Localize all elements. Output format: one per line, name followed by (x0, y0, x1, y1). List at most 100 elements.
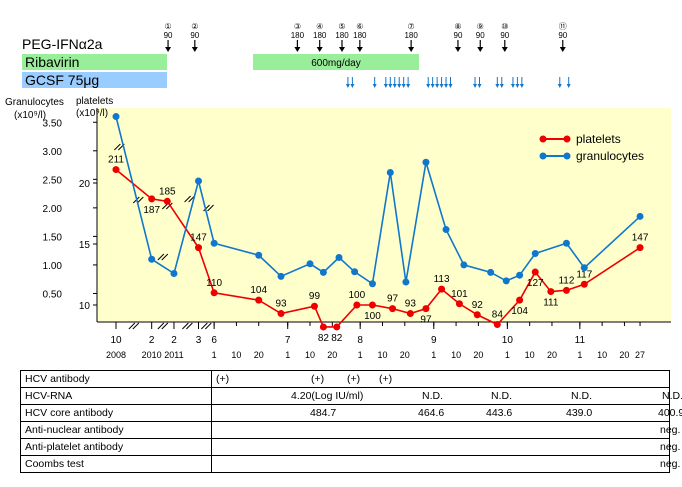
break-mark (113, 143, 121, 151)
granulocyte-tick-label: 3.50 (43, 118, 63, 129)
granulocyte-tick-label: 0.50 (43, 289, 63, 300)
platelets-point (580, 280, 588, 288)
platelets-point (112, 166, 120, 174)
platelets-point (353, 301, 361, 309)
break-mark (200, 322, 208, 330)
injection-dose: 90 (558, 31, 567, 40)
data-label: 82 (318, 333, 330, 344)
platelets-point (389, 305, 397, 313)
granulocytes-point (170, 269, 178, 277)
data-label: 117 (576, 269, 592, 280)
injection-dose: 180 (404, 31, 418, 40)
lab-value: 400.9 (658, 407, 682, 419)
data-label: 93 (275, 299, 287, 310)
lab-values: neg. (211, 455, 680, 473)
data-label: 187 (143, 205, 160, 216)
legend: platelets granulocytes (539, 132, 644, 163)
data-label: 111 (543, 298, 559, 309)
granulocytes-point (487, 268, 495, 276)
day-tick-label: 10 (231, 350, 241, 360)
lab-row: Anti-platelet antibody neg. (20, 438, 680, 456)
axis-ticks: 3.50 3.00 2.50 2.00 1.50 1.00 0.50 20 15 10 10 2008… (43, 118, 646, 360)
legend-dot-platelets (539, 135, 547, 143)
injection-mark: ⑪ (559, 22, 567, 31)
gcsf-arrow-head (430, 84, 435, 88)
month-tick-label: 2 (149, 335, 155, 346)
injection-dose: 180 (313, 31, 327, 40)
ribavirin-dose-label: 600mg/day (311, 58, 360, 69)
lab-value: N.D. (422, 390, 443, 402)
lab-values: neg. (211, 438, 680, 456)
lab-row: HCV-RNA 4.20(Log IU/ml) N.D. N.D. N.D. N.D. (20, 387, 682, 405)
lab-value: N.D. (571, 390, 592, 402)
axis-breaks (113, 143, 214, 330)
legend-dot-granulocytes (539, 152, 547, 160)
platelets-point (310, 302, 318, 310)
year-label: 2011 (164, 350, 183, 360)
ribavirin-label: Ribavirin (25, 54, 79, 70)
granulocytes-point (516, 271, 524, 279)
day-tick-label: 1 (431, 350, 436, 360)
gcsf-arrow-head (397, 84, 402, 88)
gcsf-arrow-head (435, 84, 440, 88)
granulocytes-point (210, 239, 218, 247)
gcsf-label: GCSF 75μg (25, 72, 99, 88)
day-tick-label: 27 (635, 350, 645, 360)
lab-value: (+) (311, 373, 325, 385)
gcsf-arrow-head (566, 84, 571, 88)
data-label: 99 (309, 291, 321, 302)
gcsf-doses (345, 77, 571, 88)
data-label: 110 (206, 278, 222, 289)
injection-mark: ③ (294, 22, 301, 31)
day-tick-label: 10 (525, 350, 535, 360)
gcsf-arrow-head (473, 84, 478, 88)
injection-mark: ⑨ (477, 22, 484, 31)
break-mark (182, 322, 189, 330)
granulocytes-point (112, 113, 120, 121)
data-label: 101 (451, 289, 468, 300)
platelets-point (255, 296, 263, 304)
day-tick-label: 20 (619, 350, 629, 360)
granulocytes-point (148, 255, 156, 263)
break-mark (128, 322, 136, 330)
right-axis-title: platelets (76, 96, 113, 107)
lab-name: Anti-nuclear antibody (20, 421, 212, 439)
gcsf-arrow-head (515, 84, 520, 88)
month-tick-label: 6 (211, 335, 217, 346)
platelets-point (493, 321, 501, 329)
granulocytes-point (335, 254, 343, 262)
injection-arrow-head (501, 47, 508, 52)
lab-results-table: HCV antibody (+) (+) (+) (+) HCV-RNA 4.20(Log … (20, 370, 682, 473)
break-mark (204, 322, 212, 330)
lab-value: neg. (660, 458, 681, 470)
day-tick-label: 20 (254, 350, 264, 360)
injection-mark: ⑧ (454, 22, 461, 31)
break-mark (186, 322, 193, 330)
injection-arrow-head (454, 47, 461, 52)
granulocytes-point (580, 264, 588, 272)
granulocytes-point (636, 212, 644, 220)
break-mark (157, 322, 165, 330)
lab-name: HCV antibody (20, 370, 212, 388)
data-label: 147 (632, 233, 649, 244)
platelets-point (516, 296, 524, 304)
data-label: 92 (472, 300, 484, 311)
series-line-granulocytes (115, 116, 641, 286)
break-mark (157, 253, 165, 261)
month-tick-label: 2 (171, 335, 177, 346)
gcsf-arrow-head (392, 84, 397, 88)
granulocytes-point (368, 280, 376, 288)
granulocyte-tick-label: 1.50 (43, 232, 63, 243)
injection-arrow-head (408, 47, 415, 52)
injection-arrow-head (477, 47, 484, 52)
lab-value: 4.20(Log IU/ml) (291, 390, 364, 402)
platelets-point (547, 288, 555, 296)
lab-value: 443.6 (486, 407, 513, 419)
platelets-point (277, 310, 285, 318)
left-axis-unit: (x10⁹/l) (14, 110, 46, 121)
injection-mark: ⑦ (408, 22, 415, 31)
break-mark (136, 196, 144, 204)
lab-value: 439.0 (566, 407, 593, 419)
gcsf-arrow-head (350, 84, 355, 88)
gcsf-arrow-head (510, 84, 515, 88)
